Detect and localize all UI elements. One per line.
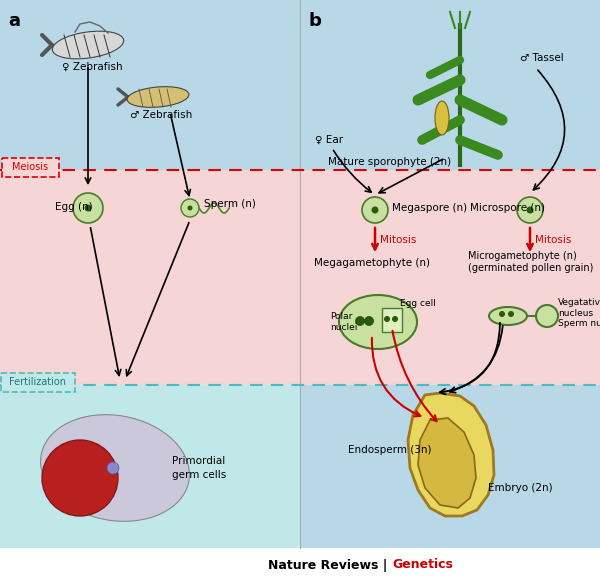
Text: b: b — [308, 12, 321, 30]
Bar — [0, 548, 600, 586]
Ellipse shape — [339, 295, 417, 349]
Circle shape — [107, 462, 119, 474]
Text: Egg cell: Egg cell — [400, 299, 436, 308]
Text: Microspore (n): Microspore (n) — [470, 203, 545, 213]
Circle shape — [73, 193, 103, 223]
Bar — [300, 385, 600, 548]
Ellipse shape — [127, 87, 189, 107]
FancyBboxPatch shape — [382, 308, 402, 332]
Text: Meiosis: Meiosis — [12, 162, 48, 172]
Bar — [0, 0, 600, 170]
Text: Nature Reviews |: Nature Reviews | — [268, 558, 392, 571]
Circle shape — [371, 206, 379, 213]
FancyBboxPatch shape — [2, 158, 59, 177]
Circle shape — [536, 305, 558, 327]
Text: Primordial
germ cells: Primordial germ cells — [172, 456, 226, 479]
Ellipse shape — [435, 101, 449, 135]
Text: Megagametophyte (n): Megagametophyte (n) — [314, 258, 430, 268]
Text: Microgametophyte (n)
(germinated pollen grain): Microgametophyte (n) (germinated pollen … — [468, 251, 593, 273]
Circle shape — [181, 199, 199, 217]
Circle shape — [365, 316, 373, 325]
Text: Polar
nuclei: Polar nuclei — [330, 312, 358, 332]
Text: ♀ Ear: ♀ Ear — [315, 135, 343, 145]
Circle shape — [362, 197, 388, 223]
Bar — [0, 385, 300, 548]
Text: Mitosis: Mitosis — [380, 235, 416, 245]
Text: a: a — [8, 12, 20, 30]
Text: Sperm nuclei: Sperm nuclei — [558, 319, 600, 328]
Polygon shape — [418, 418, 476, 508]
Circle shape — [499, 311, 505, 317]
Text: Fertilization: Fertilization — [10, 377, 67, 387]
Text: Sperm (n): Sperm (n) — [204, 199, 256, 209]
Text: Genetics: Genetics — [392, 558, 453, 571]
Text: ♀ Zebrafish: ♀ Zebrafish — [62, 62, 122, 72]
Circle shape — [527, 206, 533, 213]
Circle shape — [392, 316, 398, 322]
Ellipse shape — [52, 31, 124, 59]
Circle shape — [85, 205, 91, 212]
Ellipse shape — [41, 415, 190, 522]
Text: Vegatative
nucleus: Vegatative nucleus — [558, 298, 600, 318]
Polygon shape — [408, 393, 494, 516]
Text: ♂ Tassel: ♂ Tassel — [520, 53, 564, 63]
Circle shape — [42, 440, 118, 516]
Bar — [0, 170, 600, 385]
Text: Mitosis: Mitosis — [535, 235, 571, 245]
Text: Endosperm (3n): Endosperm (3n) — [348, 445, 431, 455]
FancyBboxPatch shape — [1, 373, 75, 392]
Text: ♂ Zebrafish: ♂ Zebrafish — [130, 110, 192, 120]
Text: Embryo (2n): Embryo (2n) — [488, 483, 553, 493]
Text: Mature sporophyte (2n): Mature sporophyte (2n) — [328, 157, 452, 167]
Text: Egg (n): Egg (n) — [55, 202, 92, 212]
Circle shape — [355, 316, 365, 325]
Circle shape — [517, 197, 543, 223]
Circle shape — [508, 311, 514, 317]
Ellipse shape — [489, 307, 527, 325]
Text: Megaspore (n): Megaspore (n) — [392, 203, 467, 213]
Circle shape — [384, 316, 390, 322]
Circle shape — [187, 206, 193, 210]
